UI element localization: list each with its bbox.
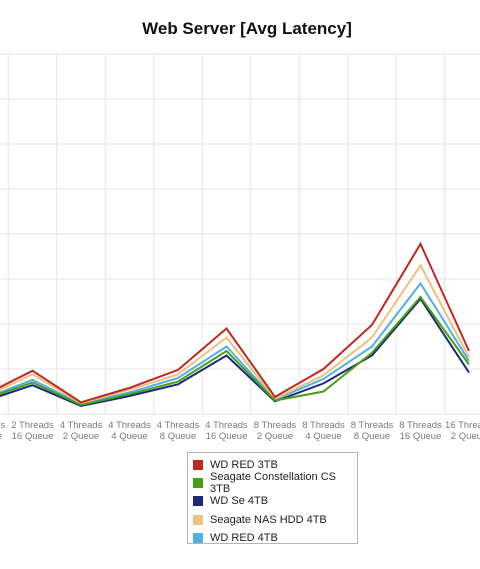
legend-label: Seagate Constellation CS 3TB [210,471,336,496]
legend-label: Seagate NAS HDD 4TB [210,513,327,526]
x-tick-label: 4 Threads 16 Queue [205,420,248,442]
chart-legend: WD RED 3TB Seagate Constellation CS 3TB WD… [187,452,358,544]
chart-title: Web Server [Avg Latency] [142,19,352,38]
legend-label: WD Se 4TB [210,495,269,508]
legend-item[interactable]: WD Se 4TB [193,492,357,510]
legend-label: WD RED 4TB [210,531,278,544]
legend-label: WD RED 3TB [210,459,278,472]
legend-swatch [193,478,203,489]
series-line [0,297,470,407]
legend-item[interactable]: Seagate Constellation CS 3TB [193,471,357,496]
legend-item[interactable]: WD RED 3TB [193,456,357,474]
grid-lines [0,53,480,415]
x-tick-label: 8 Threads 4 Queue [302,420,345,442]
series-line [0,281,470,406]
legend-swatch [193,514,203,525]
legend-swatch [193,460,203,471]
series-line [0,241,470,404]
x-tick-label: 4 Threads 4 Queue [108,420,151,442]
x-tick-label: 4 Threads 2 Queue [60,420,103,442]
legend-item[interactable]: Seagate NAS HDD 4TB [193,511,357,529]
series-lines [0,241,470,407]
series-line [0,263,470,405]
x-tick-label: 4 Threads 8 Queue [157,420,200,442]
series-line [0,295,470,407]
x-tick-label: 8 Threads 16 Queue [399,420,442,442]
x-tick-label: 8 Threads 2 Queue [254,420,297,442]
legend-swatch [193,496,203,507]
legend-item[interactable]: WD RED 4TB [193,529,357,547]
legend-swatch [193,532,203,543]
x-tick-label: 2 Threads 16 Queue [11,420,54,442]
x-tick-label: 8 Threads 8 Queue [351,420,394,442]
